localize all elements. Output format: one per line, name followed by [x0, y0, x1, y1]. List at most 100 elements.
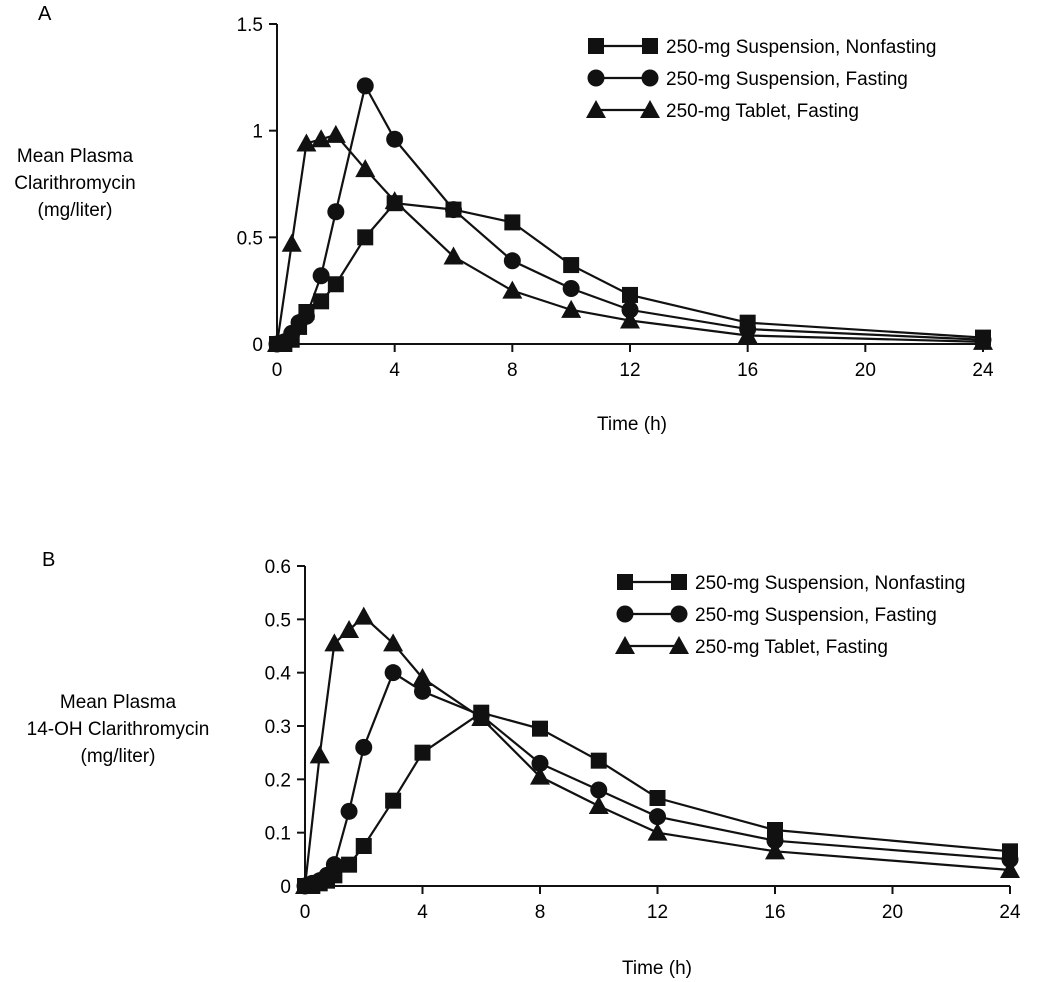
data-point-circle: [297, 307, 315, 325]
y-axis-label-line-2: 14-OH Clarithromycin: [27, 719, 210, 740]
data-point-circle: [355, 738, 373, 756]
legend-marker-circle: [670, 605, 688, 623]
y-tick-label: 0.1: [265, 824, 291, 845]
y-tick-label: 1: [252, 122, 263, 143]
data-point-triangle: [502, 280, 523, 299]
y-tick-label: 0.5: [265, 610, 291, 631]
data-point-square: [355, 838, 372, 854]
data-point-circle: [621, 301, 639, 319]
data-point-square: [327, 276, 344, 293]
x-tick-label: 16: [737, 360, 758, 381]
data-point-triangle: [309, 745, 330, 764]
data-point-triangle: [588, 796, 609, 814]
data-point-triangle: [384, 191, 405, 210]
data-point-circle: [1001, 850, 1019, 868]
y-tick-label: 0.3: [265, 717, 291, 738]
data-point-triangle: [647, 822, 668, 841]
data-point-triangle: [530, 766, 550, 785]
legend-entry-label: 250-mg Tablet, Fasting: [666, 101, 859, 122]
data-point-triangle: [737, 325, 758, 344]
data-point-square: [532, 720, 548, 737]
x-tick-label: 20: [882, 902, 903, 923]
x-axis-label: Time (h): [622, 958, 692, 979]
data-point-square: [357, 229, 374, 246]
data-point-circle: [386, 130, 404, 148]
data-point-triangle: [443, 246, 464, 265]
data-point-triangle: [295, 876, 315, 894]
legend-marker-triangle: [669, 636, 689, 654]
data-point-triangle: [355, 159, 376, 178]
data-point-triangle: [353, 606, 374, 625]
legend-entry-label: 250-mg Suspension, Nonfasting: [666, 37, 936, 58]
data-point-triangle: [383, 633, 404, 652]
legend: 250-mg Suspension, Nonfasting 250-mg Susp…: [586, 37, 936, 122]
data-point-triangle: [471, 708, 492, 726]
legend-marker-square: [671, 574, 687, 590]
x-tick-label: 4: [389, 360, 400, 381]
y-tick-label: 0.4: [265, 664, 292, 685]
y-axis-label-line-1: Mean Plasma: [17, 146, 134, 167]
y-axis-label-line-3: (mg/liter): [81, 746, 156, 767]
legend: 250-mg Suspension, Nonfasting 250-mg Susp…: [615, 573, 965, 658]
data-point-square: [563, 257, 580, 274]
data-point-circle: [356, 77, 374, 95]
data-point-circle: [414, 682, 431, 700]
legend-entry-label: 250-mg Suspension, Fasting: [666, 69, 908, 90]
data-point-circle: [562, 280, 580, 298]
series-line-circle: [304, 671, 1011, 888]
x-tick-label: 0: [272, 360, 283, 381]
x-tick-label: 8: [535, 902, 546, 923]
y-axis-label-line-3: (mg/liter): [38, 200, 113, 221]
panel-label: B: [42, 549, 55, 571]
y-tick-label: 0.5: [237, 228, 263, 249]
y-tick-label: 0: [280, 877, 291, 898]
y-tick-label: 0.2: [265, 770, 291, 791]
legend-entry-label: 250-mg Suspension, Nonfasting: [695, 573, 965, 594]
legend-marker-circle: [587, 69, 605, 87]
data-point-circle: [531, 754, 549, 772]
x-axis-label: Time (h): [597, 414, 667, 435]
x-tick-label: 16: [764, 902, 785, 923]
x-tick-label: 8: [507, 360, 518, 381]
legend-marker-triangle: [615, 636, 635, 654]
legend-entry-label: 250-mg Tablet, Fasting: [695, 637, 888, 658]
y-tick-label: 1.5: [237, 15, 263, 36]
plot-area: 0 0.5 1 1.5 0 4 8 12 16 20 24: [237, 15, 994, 381]
x-tick-label: 24: [972, 360, 994, 381]
data-point-triangle: [765, 841, 785, 860]
panel-label: A: [38, 3, 52, 25]
x-tick-label: 20: [855, 360, 876, 381]
legend-marker-square: [642, 38, 658, 54]
x-tick-label: 12: [619, 360, 640, 381]
legend-marker-circle: [616, 605, 634, 623]
data-point-triangle: [561, 299, 582, 318]
data-point-circle: [503, 252, 521, 270]
data-point-square: [590, 752, 607, 769]
y-axis-label-line-2: Clarithromycin: [14, 173, 135, 194]
data-point-square: [622, 286, 638, 303]
x-tick-label: 4: [417, 902, 428, 923]
data-point-triangle: [339, 620, 360, 638]
legend-entry-label: 250-mg Suspension, Fasting: [695, 605, 937, 626]
data-point-circle: [384, 664, 402, 682]
data-point-circle: [325, 856, 343, 874]
legend-marker-triangle: [640, 100, 660, 118]
data-point-circle: [312, 267, 330, 285]
data-point-square: [504, 214, 521, 231]
data-point-square: [414, 744, 431, 761]
data-point-square: [649, 790, 666, 806]
plot-area: 0 0.1 0.2 0.3 0.4 0.5 0.6 0 4 8 12 16 20 24: [265, 557, 1021, 923]
legend-marker-circle: [641, 69, 659, 87]
y-tick-label: 0.6: [265, 557, 291, 578]
data-point-triangle: [267, 334, 287, 352]
data-point-square: [341, 856, 358, 873]
y-tick-label: 0: [252, 335, 263, 356]
data-point-triangle: [412, 668, 433, 686]
chart-panel-b: B Mean Plasma 14-OH Clarithromycin (mg/l…: [27, 549, 1021, 979]
data-point-triangle: [620, 310, 640, 329]
chart-panel-a: A Mean Plasma Clarithromycin (mg/liter) …: [14, 3, 994, 435]
x-tick-label: 0: [300, 902, 311, 923]
legend-marker-square: [617, 574, 633, 590]
data-point-circle: [590, 781, 608, 799]
data-point-circle: [327, 203, 345, 221]
